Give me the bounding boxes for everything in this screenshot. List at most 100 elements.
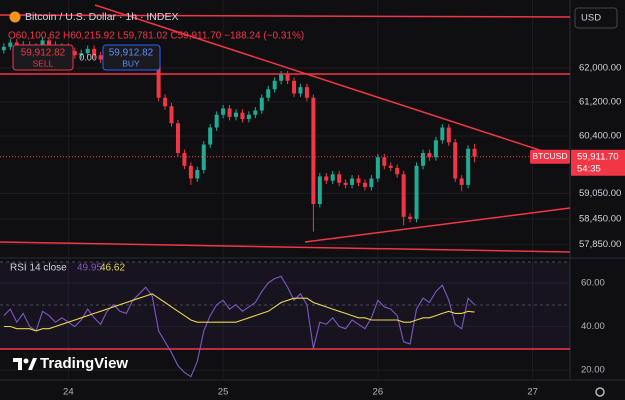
y-tick-label: 59,050.00: [579, 188, 621, 199]
sell-label: SELL: [33, 58, 54, 68]
candle-body: [98, 55, 103, 60]
x-tick-label: 25: [218, 387, 229, 398]
sell-price: 59,912.82: [21, 48, 66, 59]
candle-body: [395, 167, 400, 175]
candle-body: [156, 63, 161, 98]
candle-body: [388, 165, 393, 168]
rsi-value: 49.95: [77, 263, 102, 274]
y-tick-label: 60,400.00: [579, 131, 621, 142]
x-tick-label: 26: [373, 387, 384, 398]
candle-body: [72, 51, 77, 56]
rsi-tick-label: 60.00: [581, 277, 605, 288]
candle-body: [362, 182, 367, 188]
rsi-label[interactable]: RSI 14 close: [10, 263, 67, 274]
candle-body: [272, 80, 277, 90]
candle-body: [227, 108, 232, 117]
symbol-tag-box: [530, 149, 570, 164]
spread: 0.00: [79, 52, 97, 62]
candle-body: [446, 127, 451, 143]
candle-body: [420, 153, 425, 166]
candle-body: [8, 42, 13, 47]
brand-logo: [13, 358, 37, 370]
symbol-tag: BTCUSD: [533, 151, 568, 161]
rsi-ma-value: 46.62: [100, 263, 125, 274]
y-tick-label: 61,200.00: [579, 97, 621, 108]
candle-body: [79, 53, 84, 56]
candle-body: [292, 80, 297, 94]
candle-body: [92, 48, 97, 56]
candle-body: [472, 148, 477, 157]
candle-body: [459, 178, 464, 185]
candle-body: [453, 142, 458, 179]
candle-body: [214, 114, 219, 128]
candle-body: [317, 176, 322, 205]
candle-body: [169, 106, 174, 124]
buy-price: 59,912.82: [109, 48, 154, 59]
candle-body: [253, 110, 258, 115]
candle-body: [466, 148, 471, 185]
candle-body: [440, 127, 445, 141]
candle-body: [304, 87, 309, 98]
candle-body: [356, 178, 361, 183]
candle-body: [47, 40, 52, 45]
y-tick-label: 57,850.00: [579, 239, 621, 250]
brand-name: TradingView: [40, 355, 128, 372]
candle-body: [208, 127, 213, 145]
candle-body: [337, 174, 342, 183]
x-tick-label: 24: [63, 387, 74, 398]
candle-body: [350, 178, 355, 185]
candle-body: [279, 74, 284, 81]
candle-body: [182, 153, 187, 166]
candle-body: [240, 112, 245, 120]
candle-body: [382, 157, 387, 166]
horizontal-drawing: [0, 14, 571, 18]
candle-body: [233, 112, 238, 117]
candle-body: [324, 176, 329, 181]
candle-body: [1, 46, 6, 51]
rsi-tick-label: 20.00: [581, 365, 605, 376]
candle-body: [163, 97, 168, 107]
candle-body: [188, 165, 193, 179]
rsi-tick-label: 40.00: [581, 321, 605, 332]
candle-body: [85, 48, 90, 54]
candle-body: [375, 157, 380, 179]
candle-body: [427, 153, 432, 158]
candle-body: [246, 114, 251, 120]
rsi-lines: [3, 275, 475, 378]
x-tick-label: 27: [527, 387, 538, 398]
candle-body: [311, 97, 316, 205]
symbol-icon: [9, 11, 21, 23]
countdown: 54:35: [577, 163, 601, 174]
candle-body: [298, 87, 303, 94]
candle-body: [221, 108, 226, 115]
candle-body: [40, 40, 45, 47]
trendline: [304, 207, 571, 243]
candle-body: [330, 174, 335, 181]
last-price-box: [571, 149, 625, 176]
ohlc-legend: O60,100.62 H60,215.92 L59,781.02 C59,911…: [8, 31, 304, 42]
candle-body: [201, 144, 206, 171]
candle-body: [414, 165, 419, 219]
currency-button[interactable]: [574, 7, 618, 29]
candle-body: [175, 123, 180, 154]
candle-body: [401, 174, 406, 217]
candle-body: [408, 216, 413, 219]
y-tick-label: 58,450.00: [579, 213, 621, 224]
candle-body: [259, 97, 264, 111]
sell-button[interactable]: [12, 44, 74, 71]
candle-body: [266, 89, 271, 98]
buy-button[interactable]: [102, 44, 161, 71]
candle-body: [285, 74, 290, 81]
buy-label: BUY: [122, 58, 140, 68]
y-tick-label: 62,000.00: [579, 63, 621, 74]
indicator-line: [3, 275, 475, 378]
candle-body: [433, 140, 438, 158]
symbol-title[interactable]: Bitcoin / U.S. Dollar · 1h · INDEX: [25, 11, 178, 23]
candle-body: [343, 182, 348, 185]
candle-body: [195, 170, 200, 179]
settings-icon[interactable]: [595, 387, 605, 397]
grid: [0, 0, 570, 380]
last-price-label: 59,911.70: [577, 151, 619, 162]
currency: USD: [581, 13, 601, 24]
